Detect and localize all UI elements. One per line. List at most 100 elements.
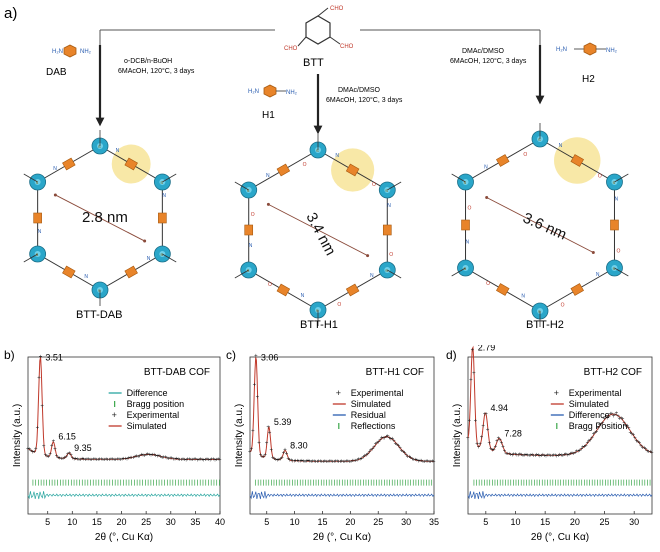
- nitrogen-label: N: [614, 197, 618, 203]
- experimental-point: +: [430, 459, 434, 465]
- experimental-point: +: [494, 444, 498, 450]
- experimental-point: +: [32, 450, 36, 456]
- experimental-point: +: [159, 454, 163, 460]
- mid-conditions-line2: 6MAcOH, 120°C, 3 days: [326, 96, 403, 104]
- nitrogen-label: N: [466, 240, 470, 246]
- experimental-point: +: [340, 459, 344, 465]
- experimental-point: +: [309, 459, 313, 465]
- experimental-point: +: [280, 455, 284, 461]
- experimental-point: +: [92, 457, 96, 463]
- experimental-point: +: [586, 441, 590, 447]
- experimental-point: +: [254, 354, 258, 360]
- experimental-point: +: [371, 447, 375, 453]
- experimental-point: +: [581, 445, 585, 451]
- experimental-point: +: [564, 452, 568, 458]
- experimental-point: +: [521, 453, 525, 459]
- experimental-point: +: [291, 459, 295, 465]
- oxygen-label: O: [486, 281, 490, 287]
- experimental-point: +: [167, 457, 171, 463]
- nitrogen-label: N: [116, 148, 120, 154]
- experimental-point: +: [210, 457, 214, 463]
- pore-size-label: 3.6 nm: [520, 209, 569, 243]
- experimental-point: +: [486, 427, 490, 433]
- experimental-point: +: [302, 459, 306, 465]
- experimental-point: +: [417, 459, 421, 465]
- experimental-point: +: [315, 459, 319, 465]
- experimental-point: +: [262, 455, 266, 461]
- experimental-point: +: [175, 457, 179, 463]
- experimental-point: +: [615, 411, 619, 417]
- x-axis-label: 2θ (°, Cu Kα): [95, 532, 153, 543]
- experimental-point: +: [576, 449, 580, 455]
- experimental-point: +: [146, 452, 150, 458]
- experimental-point: +: [530, 453, 534, 459]
- experimental-point: +: [357, 457, 361, 463]
- mid-conditions-line1: DMAc/DMSO: [338, 87, 381, 94]
- experimental-point: +: [644, 447, 648, 453]
- experimental-point: +: [633, 436, 637, 442]
- experimental-point: +: [292, 459, 296, 465]
- experimental-point: +: [635, 439, 639, 445]
- nitrogen-label: N: [162, 193, 166, 199]
- experimental-point: +: [47, 454, 51, 460]
- h1-monomer: H₂N NH₂: [248, 84, 298, 98]
- pore-size-arrow-end: [53, 193, 57, 197]
- x-tick-label: 20: [345, 517, 355, 527]
- experimental-point: +: [526, 453, 530, 459]
- experimental-point: +: [478, 442, 482, 448]
- experimental-point: +: [133, 454, 137, 460]
- sulfur-label: S: [612, 266, 615, 271]
- experimental-point: +: [256, 395, 260, 401]
- sulfur-label: S: [612, 180, 615, 185]
- peak-label: 4.94: [490, 403, 508, 413]
- experimental-point: +: [625, 424, 629, 430]
- experimental-point: +: [573, 451, 577, 457]
- experimental-point: +: [213, 458, 217, 464]
- experimental-point: +: [135, 454, 139, 460]
- experimental-point: +: [621, 417, 625, 423]
- legend-entry: Experimental: [569, 388, 622, 398]
- oxygen-label: O: [561, 302, 565, 308]
- experimental-point: +: [305, 459, 309, 465]
- experimental-point: +: [612, 414, 616, 420]
- cof-structure-btt-h1: N O N O N O N O N O N O S S S S S S 3.4 nm: [234, 134, 402, 326]
- experimental-point: +: [108, 458, 112, 464]
- experimental-point: +: [372, 445, 376, 451]
- sulfur-label: S: [316, 148, 319, 153]
- experimental-point: +: [79, 457, 83, 463]
- experimental-point: +: [273, 457, 277, 463]
- nh2-label: NH₂: [286, 90, 298, 96]
- experimental-point: +: [420, 459, 424, 465]
- sulfur-label: S: [247, 268, 250, 273]
- pore-size-label: 2.8 nm: [82, 209, 128, 226]
- benzene-linker: [276, 163, 291, 177]
- experimental-point: +: [183, 457, 187, 463]
- experimental-point: +: [331, 460, 335, 466]
- left-conditions-line2: 6MAcOH, 120°C, 3 days: [118, 67, 195, 75]
- sulfur-label: S: [36, 252, 39, 257]
- experimental-point: +: [510, 453, 514, 459]
- experimental-point: +: [130, 456, 134, 462]
- experimental-point: +: [63, 456, 67, 462]
- pore-size-arrow-end: [143, 239, 147, 243]
- panel-label-b: b): [4, 348, 15, 362]
- experimental-point: +: [383, 436, 387, 442]
- x-tick-label: 10: [290, 517, 300, 527]
- experimental-point: +: [300, 459, 304, 465]
- x-tick-label: 25: [373, 517, 383, 527]
- pore-size-label: 3.4 nm: [302, 210, 339, 258]
- experimental-point: +: [503, 449, 507, 455]
- chart-title: BTT-H2 COF: [584, 367, 642, 378]
- experimental-point: +: [345, 459, 349, 465]
- outer-bond: [234, 269, 249, 279]
- experimental-point: +: [296, 459, 300, 465]
- x-tick-label: 25: [141, 517, 151, 527]
- pxrd-chart-btt-dab: ++++++++++++++++++++++++++++++++++++++++…: [12, 352, 225, 543]
- outer-bond: [387, 181, 402, 191]
- experimental-point: +: [39, 355, 43, 361]
- legend-entry: Simulated: [569, 399, 609, 409]
- experimental-point: +: [173, 457, 177, 463]
- experimental-point: +: [269, 448, 273, 454]
- experimental-point: +: [529, 453, 533, 459]
- experimental-point: +: [208, 458, 212, 464]
